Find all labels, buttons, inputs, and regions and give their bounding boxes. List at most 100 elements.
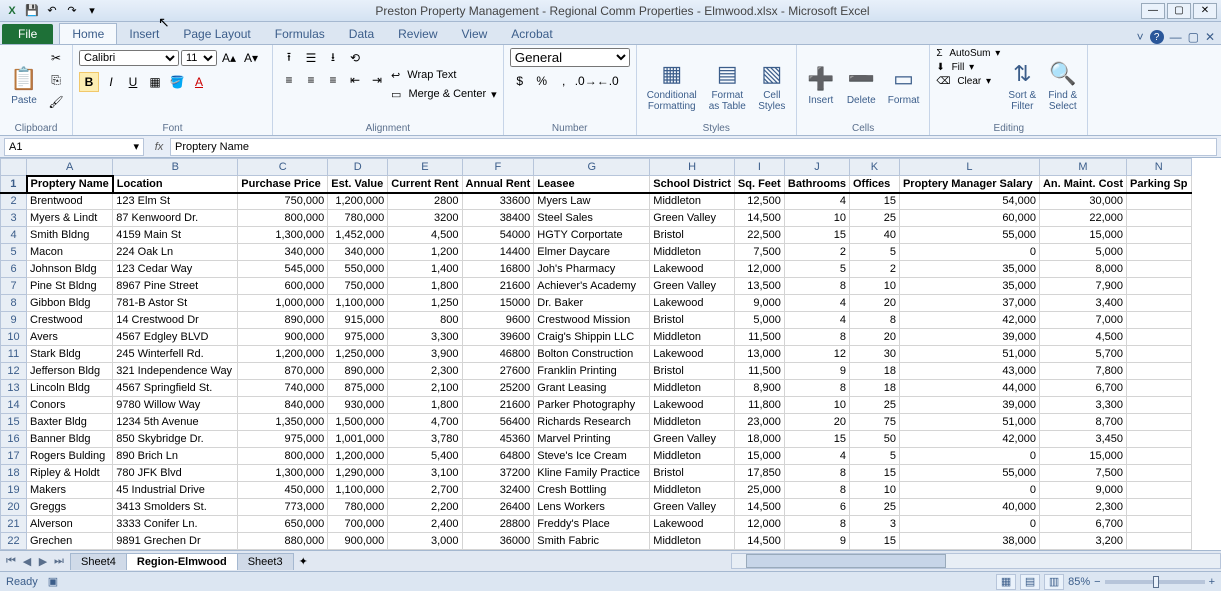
cell-L11[interactable]: 51,000 bbox=[899, 346, 1039, 363]
cell-K10[interactable]: 20 bbox=[849, 329, 899, 346]
cell-A5[interactable]: Macon bbox=[27, 244, 113, 261]
cell-N12[interactable] bbox=[1127, 363, 1191, 380]
cell-B4[interactable]: 4159 Main St bbox=[113, 227, 238, 244]
cell-G7[interactable]: Achiever's Academy bbox=[534, 278, 650, 295]
cell-N6[interactable] bbox=[1127, 261, 1191, 278]
cell-F20[interactable]: 26400 bbox=[462, 499, 534, 516]
cell-M5[interactable]: 5,000 bbox=[1039, 244, 1126, 261]
cell-H15[interactable]: Middleton bbox=[650, 414, 735, 431]
cell-B16[interactable]: 850 Skybridge Dr. bbox=[113, 431, 238, 448]
cell-I13[interactable]: 8,900 bbox=[734, 380, 784, 397]
col-header-H[interactable]: H bbox=[650, 159, 735, 176]
increase-indent-icon[interactable]: ⇥ bbox=[367, 70, 387, 90]
cell-F17[interactable]: 64800 bbox=[462, 448, 534, 465]
cell-E8[interactable]: 1,250 bbox=[388, 295, 462, 312]
cell-G1[interactable]: Leasee bbox=[534, 176, 650, 193]
cell-D3[interactable]: 780,000 bbox=[328, 210, 388, 227]
currency-icon[interactable]: $ bbox=[510, 71, 530, 91]
cell-G11[interactable]: Bolton Construction bbox=[534, 346, 650, 363]
col-header-M[interactable]: M bbox=[1039, 159, 1126, 176]
cell-G16[interactable]: Marvel Printing bbox=[534, 431, 650, 448]
cell-A13[interactable]: Lincoln Bldg bbox=[27, 380, 113, 397]
cell-C17[interactable]: 800,000 bbox=[238, 448, 328, 465]
cell-D17[interactable]: 1,200,000 bbox=[328, 448, 388, 465]
cell-M17[interactable]: 15,000 bbox=[1039, 448, 1126, 465]
help-icon[interactable]: ? bbox=[1150, 30, 1164, 44]
cell-B21[interactable]: 3333 Conifer Ln. bbox=[113, 516, 238, 533]
cell-G6[interactable]: Joh's Pharmacy bbox=[534, 261, 650, 278]
fill-color-icon[interactable]: 🪣 bbox=[167, 72, 187, 92]
cell-F8[interactable]: 15000 bbox=[462, 295, 534, 312]
cell-N13[interactable] bbox=[1127, 380, 1191, 397]
spreadsheet-grid[interactable]: ABCDEFGHIJKLMN1Proptery NameLocationPurc… bbox=[0, 158, 1192, 550]
cell-L19[interactable]: 0 bbox=[899, 482, 1039, 499]
cell-G3[interactable]: Steel Sales bbox=[534, 210, 650, 227]
cell-K17[interactable]: 5 bbox=[849, 448, 899, 465]
cut-icon[interactable]: ✂ bbox=[46, 48, 66, 68]
cell-E5[interactable]: 1,200 bbox=[388, 244, 462, 261]
cell-E17[interactable]: 5,400 bbox=[388, 448, 462, 465]
cell-L4[interactable]: 55,000 bbox=[899, 227, 1039, 244]
cell-M12[interactable]: 7,800 bbox=[1039, 363, 1126, 380]
cell-N20[interactable] bbox=[1127, 499, 1191, 516]
cell-C21[interactable]: 650,000 bbox=[238, 516, 328, 533]
cell-A18[interactable]: Ripley & Holdt bbox=[27, 465, 113, 482]
cell-B22[interactable]: 9891 Grechen Dr bbox=[113, 533, 238, 550]
col-header-F[interactable]: F bbox=[462, 159, 534, 176]
cell-C15[interactable]: 1,350,000 bbox=[238, 414, 328, 431]
cell-K3[interactable]: 25 bbox=[849, 210, 899, 227]
cell-D8[interactable]: 1,100,000 bbox=[328, 295, 388, 312]
cell-N9[interactable] bbox=[1127, 312, 1191, 329]
cell-L8[interactable]: 37,000 bbox=[899, 295, 1039, 312]
cell-C13[interactable]: 740,000 bbox=[238, 380, 328, 397]
cell-B3[interactable]: 87 Kenwoord Dr. bbox=[113, 210, 238, 227]
cell-C4[interactable]: 1,300,000 bbox=[238, 227, 328, 244]
sheet-tab-sheet3[interactable]: Sheet3 bbox=[237, 553, 294, 570]
cell-F2[interactable]: 33600 bbox=[462, 193, 534, 210]
cell-M18[interactable]: 7,500 bbox=[1039, 465, 1126, 482]
cell-A15[interactable]: Baxter Bldg bbox=[27, 414, 113, 431]
cell-L10[interactable]: 39,000 bbox=[899, 329, 1039, 346]
cell-N15[interactable] bbox=[1127, 414, 1191, 431]
cell-K13[interactable]: 18 bbox=[849, 380, 899, 397]
tab-insert[interactable]: Insert bbox=[117, 24, 171, 44]
autosum-button[interactable]: Σ AutoSum ▾ bbox=[936, 48, 1000, 59]
cell-F15[interactable]: 56400 bbox=[462, 414, 534, 431]
cell-L13[interactable]: 44,000 bbox=[899, 380, 1039, 397]
fill-button[interactable]: ⬇ Fill ▾ bbox=[936, 62, 1000, 73]
cell-A9[interactable]: Crestwood bbox=[27, 312, 113, 329]
cell-K2[interactable]: 15 bbox=[849, 193, 899, 210]
cell-E4[interactable]: 4,500 bbox=[388, 227, 462, 244]
cell-M15[interactable]: 8,700 bbox=[1039, 414, 1126, 431]
cell-F1[interactable]: Annual Rent bbox=[462, 176, 534, 193]
number-format-select[interactable]: General bbox=[510, 48, 630, 67]
cell-F6[interactable]: 16800 bbox=[462, 261, 534, 278]
cell-A20[interactable]: Greggs bbox=[27, 499, 113, 516]
cell-F16[interactable]: 45360 bbox=[462, 431, 534, 448]
align-right-icon[interactable]: ≡ bbox=[323, 70, 343, 90]
select-all-corner[interactable] bbox=[1, 159, 27, 176]
cell-B14[interactable]: 9780 Willow Way bbox=[113, 397, 238, 414]
cell-A19[interactable]: Makers bbox=[27, 482, 113, 499]
cell-I20[interactable]: 14,500 bbox=[734, 499, 784, 516]
cell-L12[interactable]: 43,000 bbox=[899, 363, 1039, 380]
col-header-A[interactable]: A bbox=[27, 159, 113, 176]
cell-D7[interactable]: 750,000 bbox=[328, 278, 388, 295]
name-box[interactable]: A1▾ bbox=[4, 138, 144, 156]
col-header-K[interactable]: K bbox=[849, 159, 899, 176]
cell-H10[interactable]: Middleton bbox=[650, 329, 735, 346]
cell-D12[interactable]: 890,000 bbox=[328, 363, 388, 380]
cell-G20[interactable]: Lens Workers bbox=[534, 499, 650, 516]
cell-I6[interactable]: 12,000 bbox=[734, 261, 784, 278]
font-size-select[interactable]: 11 bbox=[181, 50, 217, 66]
grid-area[interactable]: ABCDEFGHIJKLMN1Proptery NameLocationPurc… bbox=[0, 158, 1221, 550]
cell-E7[interactable]: 1,800 bbox=[388, 278, 462, 295]
cell-I12[interactable]: 11,500 bbox=[734, 363, 784, 380]
cell-J19[interactable]: 8 bbox=[784, 482, 849, 499]
cell-K21[interactable]: 3 bbox=[849, 516, 899, 533]
cell-E22[interactable]: 3,000 bbox=[388, 533, 462, 550]
cell-N4[interactable] bbox=[1127, 227, 1191, 244]
cell-B11[interactable]: 245 Winterfell Rd. bbox=[113, 346, 238, 363]
cell-C10[interactable]: 900,000 bbox=[238, 329, 328, 346]
cell-G19[interactable]: Cresh Bottling bbox=[534, 482, 650, 499]
